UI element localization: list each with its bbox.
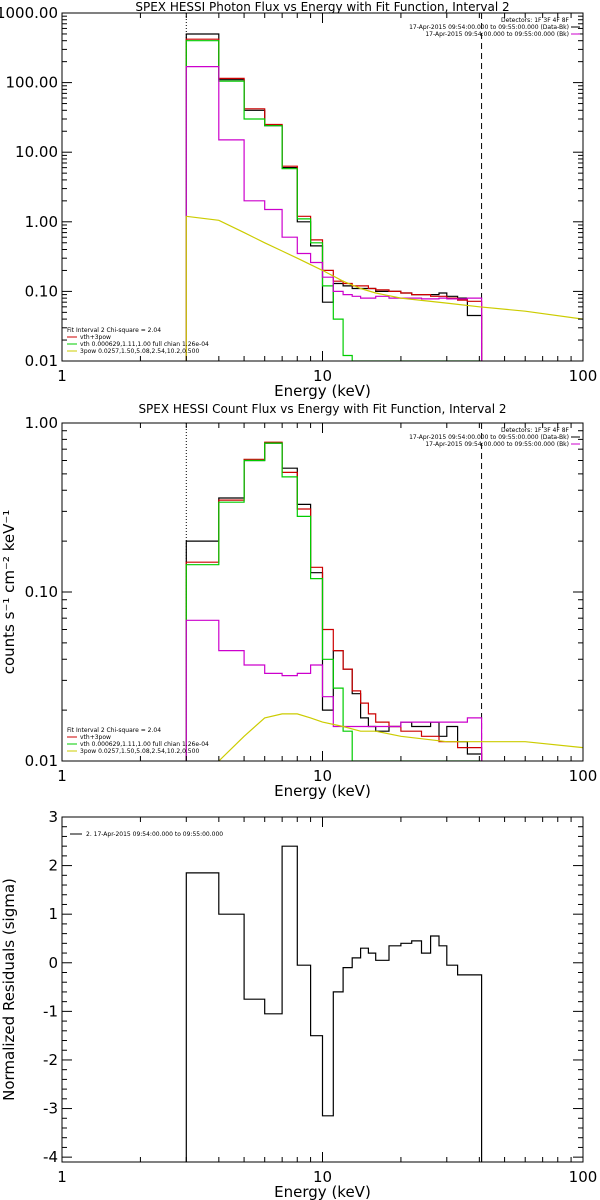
legend-entry: 2. 17-Apr-2015 09:54:00.000 to 09:55:00.… bbox=[86, 831, 223, 838]
y-tick-label: 1.00 bbox=[25, 213, 58, 231]
series-3pow bbox=[186, 215, 583, 320]
y-tick-label: 1.00 bbox=[25, 414, 58, 432]
series-bk bbox=[185, 66, 483, 361]
legend-entry: vth 0.000629,1.11,1.00 full chian 1.26e-… bbox=[80, 741, 209, 748]
chart-title: SPEX HESSI Photon Flux vs Energy with Fi… bbox=[135, 0, 509, 14]
y-axis-label: counts s⁻¹ cm⁻² keV⁻¹ bbox=[0, 510, 18, 675]
y-tick-label: 0 bbox=[48, 954, 58, 972]
y-axis-label: Normalized Residuals (sigma) bbox=[0, 878, 18, 1101]
y-tick-label: 0.10 bbox=[25, 282, 58, 300]
series-vth bbox=[185, 40, 482, 361]
y-tick-label: 0.01 bbox=[25, 352, 58, 370]
series-3pow bbox=[218, 713, 583, 761]
photon-flux-panel: SPEX HESSI Photon Flux vs Energy with Fi… bbox=[0, 0, 597, 400]
x-tick-label: 1 bbox=[57, 767, 67, 785]
count-flux-panel: SPEX HESSI Count Flux vs Energy with Fit… bbox=[0, 402, 597, 800]
legend-entry: Fit Interval 2 Chi-square = 2.04 bbox=[67, 727, 161, 734]
y-tick-label: -1 bbox=[43, 1002, 58, 1020]
legend-entry: 3pow 0.0257,1.50,5.08,2.54,10.2,0.500 bbox=[80, 348, 199, 355]
series-data-bk bbox=[185, 33, 483, 361]
series-bk bbox=[185, 619, 483, 761]
residuals-panel: 1 10 100 Energy (keV) -4 -3 -2 -1 0 1 2 3 Normalized… bbox=[0, 808, 597, 1200]
series-data-bk bbox=[185, 442, 483, 761]
legend-entry: 17-Apr-2015 09:54:00.000 to 09:55:00.000… bbox=[425, 441, 569, 448]
legend-entry: vth+3pow bbox=[80, 334, 111, 341]
legend-entry: 3pow 0.0257,1.50,5.08,2.54,10.2,0.500 bbox=[80, 748, 199, 755]
x-axis-label: Energy (keV) bbox=[274, 382, 371, 400]
y-tick-label: -2 bbox=[43, 1051, 58, 1069]
x-tick-label: 100 bbox=[569, 1168, 598, 1186]
legend-entry: 17-Apr-2015 09:54:00.000 to 09:55:00.000… bbox=[409, 434, 569, 441]
legend-entry: Detectors: 1F 3F 4F 8F bbox=[501, 17, 570, 24]
x-tick-label: 10 bbox=[313, 1168, 332, 1186]
chart-title: SPEX HESSI Count Flux vs Energy with Fit… bbox=[138, 402, 506, 416]
legend-entry: vth+3pow bbox=[80, 734, 111, 741]
series-vth-3pow bbox=[185, 38, 483, 361]
y-tick-label: 2 bbox=[48, 857, 58, 875]
y-tick-label: 0.10 bbox=[25, 583, 58, 601]
legend-entry: Detectors: 1F 3F 4F 8F bbox=[501, 427, 570, 434]
x-tick-label: 1 bbox=[57, 367, 67, 385]
legend-entry: 17-Apr-2015 09:54:00.000 to 09:55:00.000… bbox=[425, 31, 569, 38]
series-vth bbox=[185, 442, 482, 761]
y-tick-label: -4 bbox=[43, 1148, 58, 1166]
series-vth-3pow bbox=[185, 441, 483, 761]
y-tick-label: 10.00 bbox=[15, 143, 58, 161]
y-tick-label: 1000.00 bbox=[0, 4, 58, 22]
x-tick-label: 1 bbox=[57, 1168, 67, 1186]
y-tick-label: 1 bbox=[48, 905, 58, 923]
x-axis-label: Energy (keV) bbox=[274, 1183, 371, 1200]
legend-entry: 17-Apr-2015 09:54:00.000 to 09:55:00.000… bbox=[409, 24, 569, 31]
x-tick-label: 100 bbox=[569, 367, 598, 385]
y-tick-label: 0.01 bbox=[25, 752, 58, 770]
x-tick-label: 100 bbox=[569, 767, 598, 785]
x-axis-label: Energy (keV) bbox=[274, 782, 371, 800]
x-tick-label: 10 bbox=[313, 767, 332, 785]
legend-entry: Fit Interval 2 Chi-square = 2.04 bbox=[67, 327, 161, 334]
series-residuals bbox=[185, 845, 483, 1162]
legend-entry: vth 0.000629,1.11,1.00 full chian 1.26e-… bbox=[80, 341, 209, 348]
x-tick-label: 10 bbox=[313, 367, 332, 385]
y-tick-label: 100.00 bbox=[6, 74, 59, 92]
y-tick-label: 3 bbox=[48, 808, 58, 826]
y-tick-label: -3 bbox=[43, 1100, 58, 1118]
